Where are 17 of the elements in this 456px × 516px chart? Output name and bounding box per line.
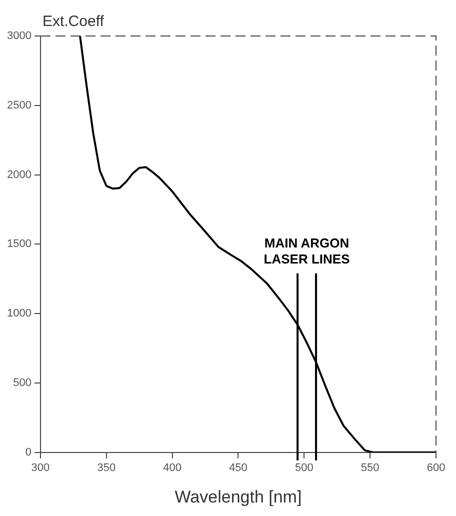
x-tick-label: 600 xyxy=(426,462,446,474)
y-tick-label: 500 xyxy=(13,377,32,390)
y-tick-label: 1500 xyxy=(6,238,32,250)
x-tick-label: 550 xyxy=(360,462,380,474)
x-tick-label: 450 xyxy=(229,462,248,474)
x-tick-label: 350 xyxy=(97,462,116,474)
y-tick-label: 1000 xyxy=(6,308,32,320)
y-tick-label: 0 xyxy=(25,446,32,458)
x-axis-title: Wavelength [nm] xyxy=(174,487,302,506)
y-tick-label: 2000 xyxy=(6,168,32,181)
x-tick-label: 500 xyxy=(294,462,314,474)
annotation: MAIN ARGON LASER LINES xyxy=(264,235,350,266)
y-tick-label: 3000 xyxy=(6,30,32,42)
y-axis-title: Ext.Coeff xyxy=(42,13,105,30)
x-tick-label: 400 xyxy=(163,462,182,474)
x-tick-label: 300 xyxy=(31,462,50,474)
y-tick-label: 2500 xyxy=(6,99,32,112)
